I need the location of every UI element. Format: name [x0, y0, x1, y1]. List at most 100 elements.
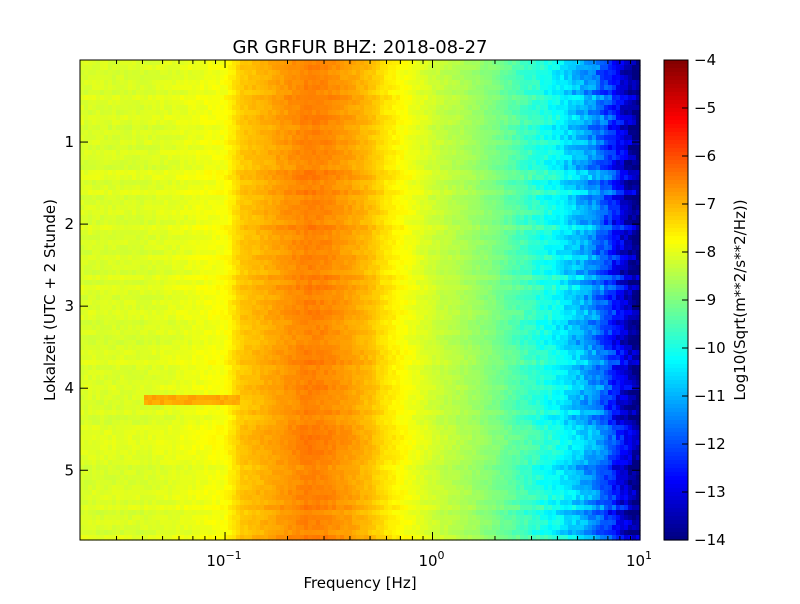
heatmap-cell — [248, 155, 253, 161]
heatmap-cell — [588, 60, 593, 66]
heatmap-cell — [152, 100, 157, 106]
heatmap-cell — [272, 80, 277, 86]
heatmap-cell — [180, 230, 185, 236]
heatmap-cell — [248, 150, 253, 156]
heatmap-cell — [268, 150, 273, 156]
heatmap-cell — [428, 155, 433, 161]
heatmap-cell — [384, 210, 389, 216]
heatmap-cell — [308, 205, 313, 211]
heatmap-cell — [160, 135, 165, 141]
heatmap-cell — [332, 145, 337, 151]
heatmap-cell — [432, 230, 437, 236]
heatmap-cell — [232, 195, 237, 201]
heatmap-cell — [412, 155, 417, 161]
heatmap-cell — [272, 180, 277, 186]
heatmap-cell — [432, 220, 437, 226]
heatmap-cell — [536, 195, 541, 201]
heatmap-cell — [200, 175, 205, 181]
heatmap-cell — [256, 65, 261, 71]
heatmap-cell — [500, 120, 505, 126]
heatmap-cell — [452, 145, 457, 151]
heatmap-cell — [432, 110, 437, 116]
heatmap-cell — [368, 205, 373, 211]
heatmap-cell — [372, 155, 377, 161]
heatmap-cell — [568, 80, 573, 86]
heatmap-cell — [556, 105, 561, 111]
heatmap-cell — [204, 235, 209, 241]
heatmap-cell — [96, 215, 101, 221]
heatmap-cell — [432, 205, 437, 211]
heatmap-cell — [260, 190, 265, 196]
heatmap-cell — [128, 155, 133, 161]
heatmap-cell — [128, 95, 133, 101]
heatmap-cell — [340, 165, 345, 171]
heatmap-cell — [480, 100, 485, 106]
heatmap-cell — [144, 85, 149, 91]
heatmap-cell — [552, 75, 557, 81]
heatmap-cell — [320, 100, 325, 106]
heatmap-cell — [536, 115, 541, 121]
heatmap-cell — [284, 125, 289, 131]
heatmap-cell — [116, 185, 121, 191]
heatmap-cell — [364, 110, 369, 116]
heatmap-cell — [296, 200, 301, 206]
heatmap-cell — [388, 170, 393, 176]
heatmap-cell — [196, 90, 201, 96]
heatmap-cell — [448, 140, 453, 146]
heatmap-cell — [428, 105, 433, 111]
heatmap-cell — [112, 65, 117, 71]
heatmap-cell — [284, 120, 289, 126]
heatmap-cell — [484, 60, 489, 66]
heatmap-cell — [324, 230, 329, 236]
heatmap-cell — [396, 175, 401, 181]
heatmap-cell — [612, 165, 617, 171]
heatmap-cell — [244, 90, 249, 96]
heatmap-cell — [492, 100, 497, 106]
heatmap-cell — [340, 220, 345, 226]
heatmap-cell — [300, 180, 305, 186]
heatmap-cell — [576, 185, 581, 191]
heatmap-cell — [540, 230, 545, 236]
heatmap-cell — [484, 105, 489, 111]
heatmap-cell — [428, 125, 433, 131]
heatmap-cell — [364, 225, 369, 231]
heatmap-cell — [460, 125, 465, 131]
heatmap-cell — [604, 60, 609, 66]
heatmap-cell — [396, 95, 401, 101]
heatmap-cell — [492, 200, 497, 206]
heatmap-cell — [484, 95, 489, 101]
heatmap-cell — [428, 130, 433, 136]
heatmap-cell — [452, 225, 457, 231]
heatmap-cell — [392, 65, 397, 71]
heatmap-cell — [260, 115, 265, 121]
heatmap-cell — [632, 70, 637, 76]
heatmap-cell — [604, 80, 609, 86]
heatmap-cell — [388, 190, 393, 196]
heatmap-cell — [600, 120, 605, 126]
heatmap-cell — [176, 150, 181, 156]
heatmap-cell — [436, 215, 441, 221]
heatmap-cell — [380, 210, 385, 216]
heatmap-cell — [360, 155, 365, 161]
heatmap-cell — [180, 225, 185, 231]
heatmap-cell — [436, 200, 441, 206]
heatmap-cell — [552, 105, 557, 111]
heatmap-cell — [272, 125, 277, 131]
heatmap-cell — [624, 75, 629, 81]
heatmap-cell — [592, 230, 597, 236]
heatmap-cell — [464, 185, 469, 191]
heatmap-cell — [176, 165, 181, 171]
heatmap-cell — [396, 210, 401, 216]
heatmap-cell — [288, 105, 293, 111]
heatmap-cell — [468, 170, 473, 176]
heatmap-cell — [408, 65, 413, 71]
heatmap-cell — [292, 150, 297, 156]
heatmap-cell — [604, 165, 609, 171]
heatmap-cell — [504, 190, 509, 196]
heatmap-cell — [180, 120, 185, 126]
heatmap-cell — [204, 190, 209, 196]
heatmap-cell — [388, 120, 393, 126]
heatmap-cell — [272, 175, 277, 181]
heatmap-cell — [252, 160, 257, 166]
heatmap-cell — [296, 165, 301, 171]
